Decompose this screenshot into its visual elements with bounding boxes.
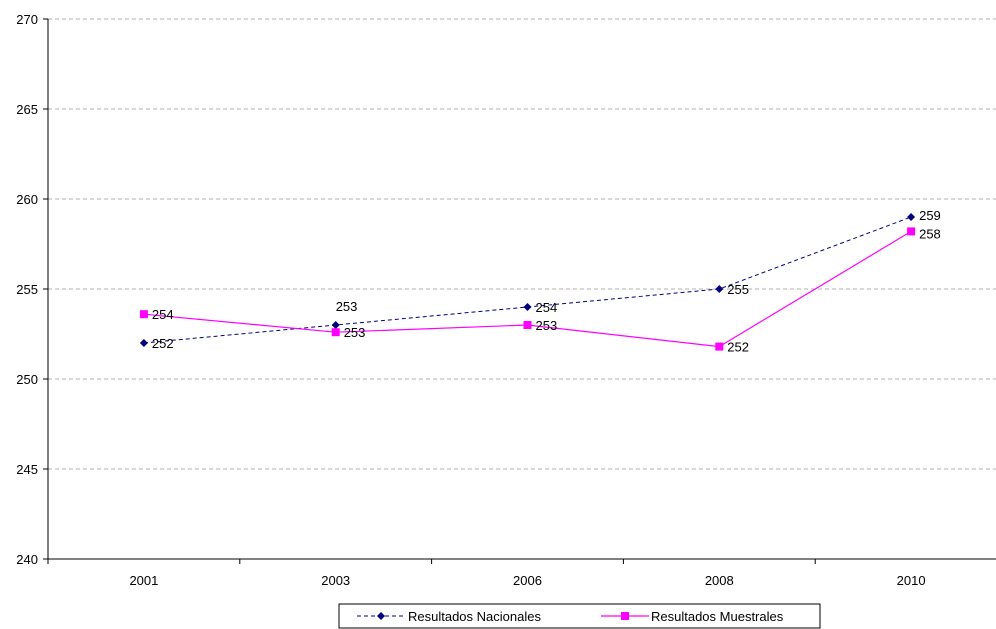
legend-label-muestrales: Resultados Muestrales — [651, 609, 784, 624]
data-point-diamond — [907, 213, 916, 221]
legend-item-nacionales: Resultados Nacionales — [357, 609, 541, 624]
y-tick-label: 240 — [16, 552, 38, 567]
data-label: 255 — [727, 282, 749, 297]
x-tick-label: 2008 — [705, 573, 734, 588]
y-tick-label: 250 — [16, 372, 38, 387]
data-label: 259 — [919, 208, 941, 223]
data-point-diamond — [523, 303, 532, 311]
data-point-diamond — [331, 321, 340, 329]
data-label: 253 — [536, 318, 558, 333]
x-tick-label: 2001 — [129, 573, 158, 588]
data-point-square — [907, 227, 916, 236]
axes — [43, 18, 996, 564]
data-label: 254 — [536, 300, 558, 315]
x-tick-label: 2010 — [897, 573, 926, 588]
data-point-diamond — [715, 285, 724, 293]
data-point-square — [715, 342, 724, 351]
x-tick-labels: 2001 2003 2006 2008 2010 — [129, 573, 925, 588]
data-point-diamond — [139, 339, 148, 347]
legend-item-muestrales: Resultados Muestrales — [601, 609, 784, 624]
data-label: 253 — [336, 299, 358, 314]
x-tick-label: 2006 — [513, 573, 542, 588]
legend-label-nacionales: Resultados Nacionales — [408, 609, 541, 624]
data-label: 258 — [919, 226, 941, 241]
data-label: 252 — [152, 336, 174, 351]
legend-marker-diamond-icon — [377, 612, 385, 620]
legend-box — [338, 603, 821, 629]
data-point-square — [523, 321, 532, 329]
data-label: 252 — [727, 340, 749, 355]
legend: Resultados Nacionales Resultados Muestra… — [338, 603, 821, 629]
y-tick-label: 265 — [16, 102, 38, 117]
data-label: 254 — [152, 307, 174, 322]
legend-marker-square-icon — [621, 612, 629, 620]
y-tick-label: 270 — [16, 12, 38, 27]
data-point-square — [331, 328, 340, 337]
x-tick-label: 2003 — [321, 573, 350, 588]
y-tick-label: 255 — [16, 282, 38, 297]
y-tick-label: 245 — [16, 462, 38, 477]
y-tick-label: 260 — [16, 192, 38, 207]
data-labels: 252 253 254 255 259 254 253 253 252 258 — [152, 208, 941, 355]
data-label: 253 — [344, 325, 366, 340]
y-tick-labels: 240 245 250 255 260 265 270 — [16, 12, 38, 567]
series — [139, 213, 916, 351]
gridlines — [48, 18, 996, 470]
data-point-square — [139, 310, 148, 319]
